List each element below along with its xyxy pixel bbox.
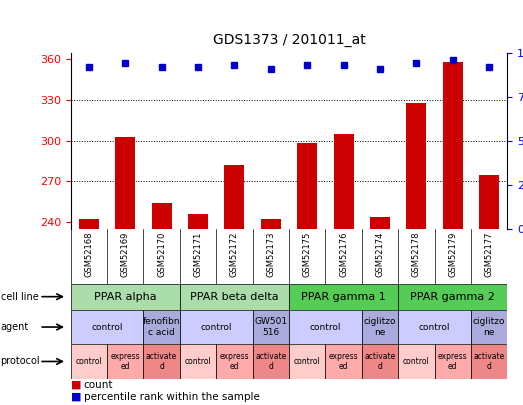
Bar (442, 62, 463, 229)
Bar (107, 344, 143, 379)
Bar (362, 344, 398, 379)
Bar (143, 344, 180, 379)
Text: GSM52172: GSM52172 (230, 232, 239, 277)
Text: PPAR alpha: PPAR alpha (94, 292, 156, 302)
Bar (115, 136, 135, 229)
Text: GSM52174: GSM52174 (376, 232, 384, 277)
Text: ciglitzo
ne: ciglitzo ne (473, 318, 505, 337)
Text: GSM52170: GSM52170 (157, 232, 166, 277)
Bar (253, 344, 289, 379)
Text: protocol: protocol (1, 356, 40, 367)
Text: GW501
516: GW501 516 (254, 318, 287, 337)
Bar (362, 310, 398, 344)
Bar (143, 310, 180, 344)
Text: activate
d: activate d (146, 352, 177, 371)
Text: GSM52171: GSM52171 (194, 232, 202, 277)
Bar (370, 217, 390, 229)
Bar (406, 103, 426, 229)
Bar (325, 344, 362, 379)
Text: control: control (185, 357, 211, 366)
Text: activate
d: activate d (365, 352, 395, 371)
Text: GSM52179: GSM52179 (448, 232, 457, 277)
Bar (188, 214, 208, 229)
Text: GDS1373 / 201011_at: GDS1373 / 201011_at (212, 32, 366, 47)
Text: control: control (91, 322, 123, 332)
Bar (398, 310, 471, 344)
Text: GSM52175: GSM52175 (303, 232, 312, 277)
Bar (71, 310, 143, 344)
Text: agent: agent (1, 322, 29, 332)
Bar (71, 284, 180, 310)
Bar (398, 284, 507, 310)
Bar (398, 344, 435, 379)
Bar (79, 220, 99, 229)
Text: GSM52173: GSM52173 (266, 232, 275, 277)
Bar (253, 310, 289, 344)
Bar (471, 344, 507, 379)
Text: GSM52176: GSM52176 (339, 232, 348, 277)
Bar (297, 143, 317, 229)
Text: GSM52168: GSM52168 (84, 232, 93, 277)
Bar (180, 310, 253, 344)
Bar (289, 344, 325, 379)
Bar (471, 310, 507, 344)
Text: cell line: cell line (1, 292, 38, 302)
Text: control: control (200, 322, 232, 332)
Bar (180, 344, 216, 379)
Text: express
ed: express ed (329, 352, 358, 371)
Bar (334, 134, 354, 229)
Text: GSM52177: GSM52177 (485, 232, 494, 277)
Bar (289, 310, 362, 344)
Text: control: control (310, 322, 341, 332)
Bar (216, 344, 253, 379)
Text: express
ed: express ed (220, 352, 249, 371)
Text: control: control (75, 357, 102, 366)
Text: ■: ■ (71, 380, 81, 390)
Text: count: count (84, 380, 113, 390)
Text: activate
d: activate d (473, 352, 505, 371)
Text: GSM52169: GSM52169 (121, 232, 130, 277)
Text: control: control (294, 357, 321, 366)
Bar (224, 165, 244, 229)
Bar (435, 344, 471, 379)
Bar (180, 284, 289, 310)
Bar (152, 203, 172, 229)
Text: express
ed: express ed (110, 352, 140, 371)
Text: percentile rank within the sample: percentile rank within the sample (84, 392, 259, 402)
Text: fenofibn
c acid: fenofibn c acid (143, 318, 180, 337)
Text: ■: ■ (71, 392, 81, 402)
Text: activate
d: activate d (255, 352, 287, 371)
Text: express
ed: express ed (438, 352, 468, 371)
Bar (289, 284, 398, 310)
Text: ciglitzo
ne: ciglitzo ne (363, 318, 396, 337)
Text: control: control (419, 322, 450, 332)
Text: control: control (403, 357, 430, 366)
Bar (479, 175, 499, 229)
Text: PPAR beta delta: PPAR beta delta (190, 292, 279, 302)
Text: PPAR gamma 1: PPAR gamma 1 (301, 292, 386, 302)
Text: GSM52178: GSM52178 (412, 232, 421, 277)
Bar (261, 220, 281, 229)
Bar (71, 344, 107, 379)
Text: PPAR gamma 2: PPAR gamma 2 (410, 292, 495, 302)
